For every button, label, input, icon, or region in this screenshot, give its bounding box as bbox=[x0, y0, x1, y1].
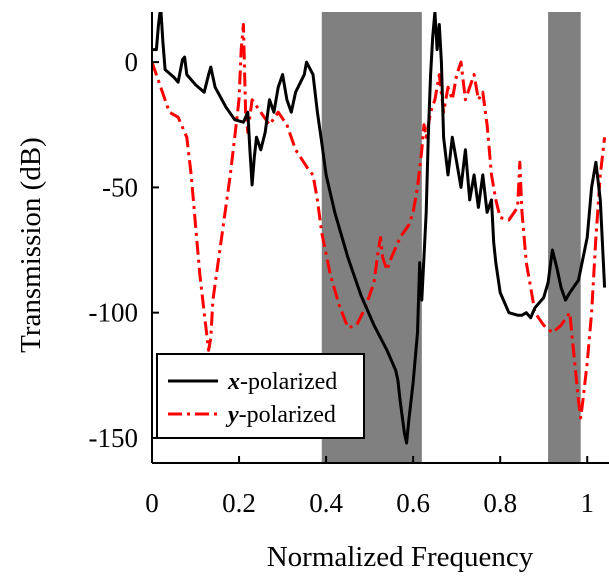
x-tick-label: 0 bbox=[145, 488, 159, 518]
legend-label-x: -polarized bbox=[240, 369, 337, 395]
tick-labels: 0 0.2 0.4 0.6 0.8 1 0 -50 -100 -150 bbox=[89, 47, 594, 518]
legend-entry-x: x-polarized bbox=[227, 369, 337, 395]
y-polarized-line bbox=[152, 23, 607, 420]
legend-entry-y: y-polarized bbox=[225, 402, 336, 428]
legend-symbol-x: x bbox=[227, 369, 240, 395]
legend-label-y: -polarized bbox=[239, 402, 336, 428]
legend: x-polarized y-polarized bbox=[156, 353, 365, 439]
y-tick-label: -150 bbox=[89, 423, 139, 453]
y-tick-label: 0 bbox=[125, 47, 139, 77]
band-gap-region bbox=[548, 12, 581, 463]
x-tick-label: 1 bbox=[580, 488, 594, 518]
axes bbox=[151, 12, 609, 464]
x-polarized-line bbox=[152, 12, 607, 445]
legend-box bbox=[156, 353, 365, 439]
y-tick-label: -50 bbox=[102, 172, 138, 202]
y-axis-label: Transmission (dB) bbox=[15, 137, 47, 353]
x-tick-label: 0.4 bbox=[309, 488, 343, 518]
legend-symbol-y: y bbox=[225, 402, 239, 428]
x-axis-label: Normalized Frequency bbox=[267, 541, 534, 573]
x-tick-label: 0.2 bbox=[222, 488, 256, 518]
x-tick-label: 0.6 bbox=[396, 488, 430, 518]
x-tick-label: 0.8 bbox=[483, 488, 517, 518]
series-layer bbox=[152, 12, 607, 445]
y-tick-label: -100 bbox=[89, 298, 139, 328]
